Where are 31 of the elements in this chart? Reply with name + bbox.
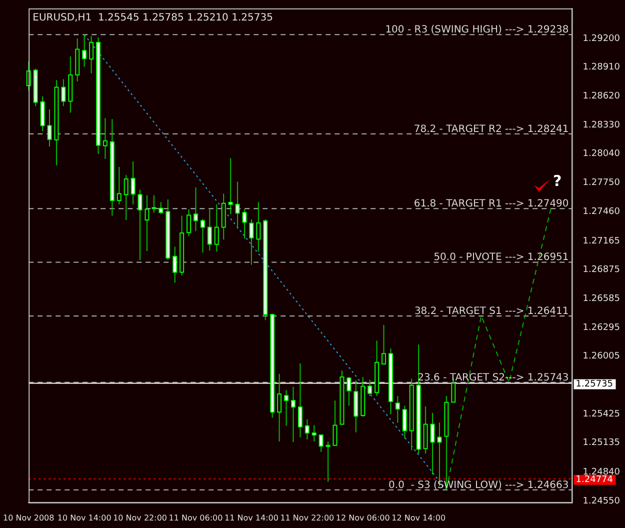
- y-tick-label: 1.29200: [582, 34, 620, 44]
- y-tick-label: 1.28330: [582, 120, 620, 130]
- x-tick-label: 10 Nov 22:00: [113, 513, 168, 522]
- y-tick-label: 1.26005: [582, 352, 620, 362]
- y-tick-label: 1.28620: [582, 92, 620, 102]
- ref-line-label: 61.8 - TARGET R1 ---> 1.27490: [414, 198, 569, 210]
- y-tick-label: 1.27165: [582, 236, 620, 246]
- ref-line-label: 78.2 - TARGET R2 ---> 1.28241: [414, 124, 569, 135]
- x-tick-label: 10 Nov 2008: [2, 513, 54, 522]
- x-tick-label: 11 Nov 22:00: [280, 513, 334, 522]
- x-tick-label: 11 Nov 14:00: [224, 513, 278, 522]
- x-tick-label: 12 Nov 06:00: [336, 513, 390, 522]
- y-tick-label: 1.25425: [582, 409, 620, 420]
- ref-line-label: 38.2 - TARGET S1 ---> 1.26411: [414, 306, 569, 317]
- y-tick-label: 1.27460: [582, 206, 620, 217]
- y-tick-label: 1.26295: [582, 322, 620, 333]
- y-tick-label: 1.28910: [582, 62, 620, 73]
- x-tick-label: 10 Nov 14:00: [57, 513, 112, 522]
- y-tick-label: 1.26585: [582, 294, 620, 304]
- y-tick-label: 1.27750: [582, 178, 620, 188]
- y-tick-label: 1.24550: [582, 496, 620, 506]
- y-tick-label: 1.26875: [582, 265, 620, 276]
- ref-line-label: 50.0 - PIVOTE ---> 1.26951: [434, 252, 569, 264]
- x-tick-label: 12 Nov 14:00: [392, 513, 446, 522]
- y-tick-label: 1.25135: [582, 438, 620, 448]
- annotation: ?: [553, 172, 562, 190]
- x-tick-label: 11 Nov 06:00: [168, 513, 223, 522]
- ref-line-label: 1.25735: [576, 380, 613, 390]
- ref-line-label: 100 - R3 (SWING HIGH) ---> 1.29238: [385, 24, 569, 36]
- chart-title: EURUSD,H1 1.25545 1.25785 1.25210 1.25735: [32, 12, 273, 24]
- y-tick-label: 1.28040: [582, 149, 620, 160]
